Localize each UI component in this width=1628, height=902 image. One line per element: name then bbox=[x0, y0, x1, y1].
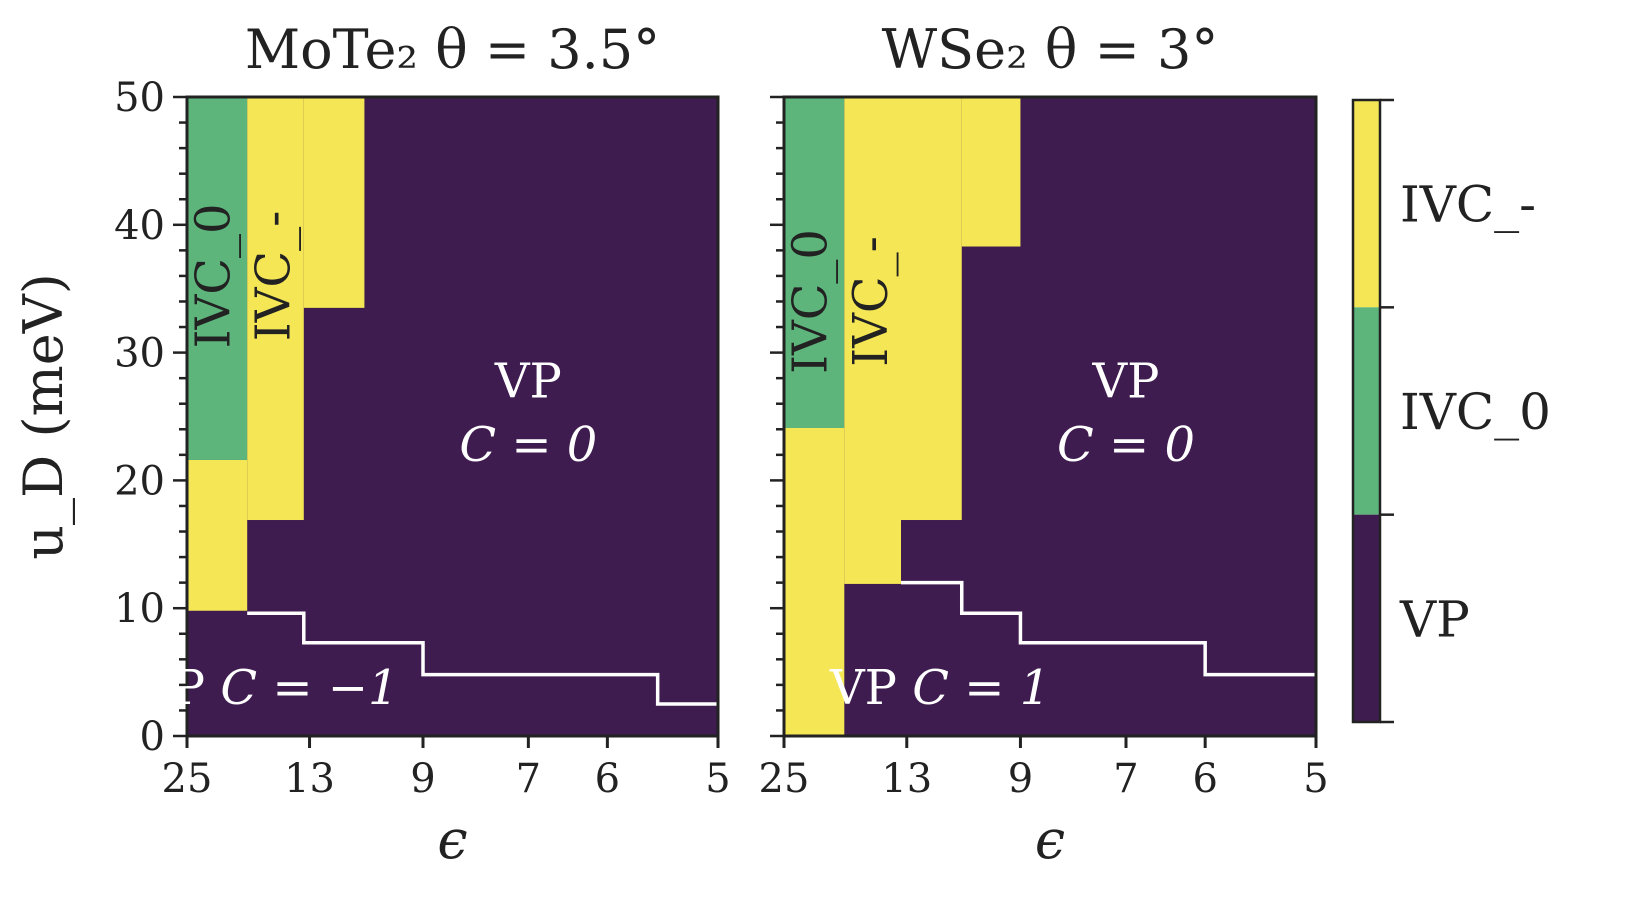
panel-title: MoTe₂ θ = 3.5° bbox=[245, 18, 660, 81]
colorbar-swatch-ivc- bbox=[1353, 100, 1380, 308]
phase-annotation: C = 0 bbox=[459, 417, 597, 473]
chern-number: C = −1 bbox=[220, 660, 398, 716]
panel-title: WSe₂ θ = 3° bbox=[882, 18, 1219, 81]
colorbar-label: IVC_0 bbox=[1400, 383, 1551, 441]
phase-label-ivc-: IVC_- bbox=[246, 211, 302, 342]
plot-frame bbox=[185, 95, 720, 738]
colorbar-frame bbox=[1351, 98, 1382, 724]
phase-region-ivc- bbox=[784, 428, 845, 736]
y-tick-label: 50 bbox=[114, 75, 165, 121]
colorbar-swatch-ivc0 bbox=[1353, 307, 1380, 515]
phase-region-ivc- bbox=[247, 97, 304, 521]
plot-frame bbox=[782, 95, 1318, 738]
y-tick-label: 10 bbox=[114, 586, 165, 632]
x-tick-label: 6 bbox=[595, 756, 620, 802]
x-tick-label: 6 bbox=[1192, 756, 1217, 802]
phase-region-ivc0 bbox=[784, 97, 845, 429]
x-tick-label: 25 bbox=[162, 756, 213, 802]
x-tick-label: 5 bbox=[1303, 756, 1328, 802]
panel-2: IVC_0 IVC_- VP C = 0 VP C = 1 25 13 9 7 6 5 ϵ WSe₂ θ… bbox=[759, 18, 1329, 871]
x-tick-label: 25 bbox=[759, 756, 810, 802]
y-tick-label: 0 bbox=[140, 714, 165, 760]
phase-name: VP bbox=[137, 660, 220, 716]
phase-region-ivc0 bbox=[187, 97, 248, 460]
x-axis-label: ϵ bbox=[437, 808, 467, 871]
colorbar: IVC_- IVC_0 VP bbox=[1351, 98, 1551, 724]
x-tick-label: 7 bbox=[516, 756, 541, 802]
x-tick-label: 7 bbox=[1113, 756, 1138, 802]
phase-label-ivc-: IVC_- bbox=[843, 236, 899, 367]
x-tick-label: 5 bbox=[705, 756, 730, 802]
phase-region-ivc- bbox=[961, 97, 1021, 247]
y-tick-label: 30 bbox=[114, 331, 165, 377]
phase-label-ivc0: IVC_0 bbox=[782, 229, 838, 374]
phase-annotation: C = 0 bbox=[1057, 417, 1195, 473]
phase-region-ivc- bbox=[844, 97, 901, 584]
x-tick-label: 13 bbox=[881, 756, 932, 802]
y-axis-label: u_D (meV) bbox=[12, 273, 75, 560]
phase-annotation: VP bbox=[1092, 353, 1160, 409]
chern-number: C = 1 bbox=[912, 660, 1050, 716]
x-tick-label: 9 bbox=[1008, 756, 1033, 802]
chern-boundary-line bbox=[901, 580, 1316, 677]
x-tick-label: 9 bbox=[410, 756, 435, 802]
phase-region-ivc- bbox=[901, 97, 962, 521]
y-tick-label: 40 bbox=[114, 203, 165, 249]
colorbar-swatch-vp bbox=[1353, 514, 1380, 722]
phase-annotation: VP C = −1 bbox=[137, 660, 398, 716]
x-tick-label: 13 bbox=[284, 756, 335, 802]
y-tick-label: 20 bbox=[114, 458, 165, 504]
chern-boundary-line bbox=[247, 611, 718, 706]
x-axis-label: ϵ bbox=[1035, 808, 1065, 871]
phase-name: VP bbox=[829, 660, 912, 716]
phase-annotation: VP C = 1 bbox=[829, 660, 1050, 716]
phase-region-ivc- bbox=[303, 97, 365, 308]
panel-1: IVC_0 IVC_-VPC = 0VP C = −125 13 9 7 6 5ϵ01020… bbox=[12, 18, 731, 871]
phase-region-ivc- bbox=[187, 459, 248, 611]
phase-label-ivc0: IVC_0 bbox=[185, 203, 241, 348]
colorbar-label: IVC_- bbox=[1400, 176, 1536, 234]
colorbar-label: VP bbox=[1399, 590, 1470, 648]
phase-annotation: VP bbox=[494, 353, 562, 409]
